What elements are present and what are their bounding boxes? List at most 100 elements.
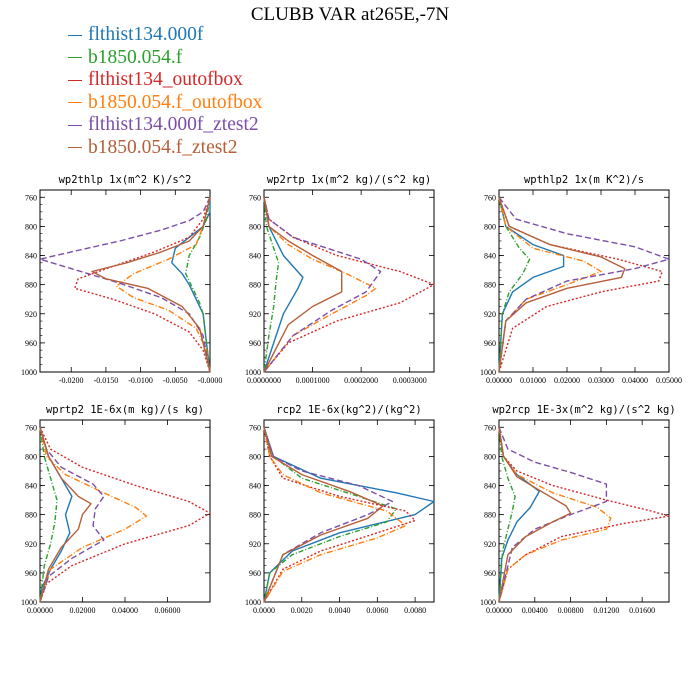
- series-line: [498, 197, 565, 373]
- y-tick-label: 1000: [245, 368, 261, 377]
- series-line: [263, 427, 407, 603]
- y-tick-label: 840: [249, 482, 261, 491]
- series-line: [498, 427, 612, 603]
- plot-title: wpthlp2 1x(m K^2)/s: [524, 174, 644, 186]
- legend-item: flthist134.000f_ztest2: [68, 114, 262, 137]
- chart-title: CLUBB VAR at265E,-7N: [250, 4, 450, 25]
- x-tick-label: -0.0050: [163, 376, 188, 385]
- legend-label: flthist134_outofbox: [88, 69, 243, 91]
- plot-frame: [39, 419, 211, 603]
- x-tick-label: 0.03000: [588, 376, 614, 385]
- series-line: [498, 427, 572, 603]
- legend-line: [68, 34, 82, 36]
- y-tick-label: 760: [484, 193, 496, 202]
- series-line: [39, 427, 92, 603]
- y-tick-label: 920: [484, 310, 496, 319]
- x-tick-label: 0.0020: [291, 606, 313, 615]
- plot-title: wp2rtp 1x(m^2 kg)/(s^2 kg): [267, 174, 431, 186]
- x-tick-label: 0.04000: [622, 376, 648, 385]
- y-tick-label: 760: [249, 423, 261, 432]
- x-tick-label: 0.0001000: [296, 376, 330, 385]
- legend-line: [68, 102, 82, 104]
- x-tick-label: 0.00000: [486, 606, 512, 615]
- y-tick-label: 960: [484, 569, 496, 578]
- series-line: [73, 197, 211, 373]
- series-line: [498, 427, 608, 603]
- y-tick-label: 800: [249, 452, 261, 461]
- legend-item: b1850.054.f: [68, 47, 262, 70]
- series-line: [39, 426, 211, 603]
- series-line: [39, 427, 58, 603]
- legend: flthist134.000f b1850.054.f flthist134_o…: [68, 24, 262, 159]
- x-tick-label: 0.01200: [593, 606, 619, 615]
- legend-item: flthist134.000f: [68, 24, 262, 47]
- plot-title: rcp2 1E-6x(kg^2)/(kg^2): [276, 404, 421, 416]
- series-line: [263, 427, 416, 603]
- y-tick-label: 840: [25, 252, 37, 261]
- x-tick-label: 0.00000: [486, 376, 512, 385]
- y-tick-label: 960: [249, 569, 261, 578]
- series-line: [263, 197, 304, 373]
- y-tick-label: 880: [484, 511, 496, 520]
- y-tick-label: 840: [484, 252, 496, 261]
- legend-label: b1850.054.f_outofbox: [88, 91, 263, 113]
- y-tick-label: 920: [249, 310, 261, 319]
- x-tick-label: 0.01600: [629, 606, 655, 615]
- series-line: [263, 427, 435, 603]
- y-tick-label: 880: [25, 281, 37, 290]
- y-tick-label: 800: [25, 452, 37, 461]
- x-tick-label: 0.00400: [522, 606, 548, 615]
- x-tick-label: 0.00000: [27, 606, 53, 615]
- plot-title: wp2thlp 1x(m^2 K)/s^2: [59, 174, 192, 186]
- x-tick-label: 0.0060: [366, 606, 388, 615]
- y-tick-label: 960: [484, 339, 496, 348]
- plot-title: wp2rcp 1E-3x(m^2 kg)/(s^2 kg): [492, 404, 675, 416]
- y-tick-label: 760: [25, 193, 37, 202]
- legend-label: b1850.054.f_ztest2: [88, 136, 238, 158]
- x-tick-label: 0.0003000: [393, 376, 427, 385]
- y-tick-label: 880: [249, 281, 261, 290]
- y-tick-label: 880: [484, 281, 496, 290]
- series-line: [263, 197, 382, 373]
- y-tick-label: 800: [484, 222, 496, 231]
- legend-label: flthist134.000f_ztest2: [88, 114, 259, 136]
- y-tick-label: 920: [25, 310, 37, 319]
- x-tick-label: 0.00800: [558, 606, 584, 615]
- y-tick-label: 840: [249, 252, 261, 261]
- legend-label: flthist134.000f: [88, 24, 204, 46]
- series-line: [39, 196, 211, 373]
- x-tick-label: 0.0000000: [247, 376, 281, 385]
- plot-frame: [39, 189, 211, 373]
- y-tick-label: 960: [25, 569, 37, 578]
- legend-label: b1850.054.f: [88, 46, 183, 68]
- legend-line: [68, 124, 82, 126]
- series-line: [263, 197, 280, 373]
- y-tick-label: 920: [484, 540, 496, 549]
- y-tick-label: 920: [25, 540, 37, 549]
- y-tick-label: 760: [484, 423, 496, 432]
- series-line: [498, 427, 516, 603]
- x-tick-label: -0.0200: [59, 376, 84, 385]
- plot-frame: [263, 189, 435, 373]
- x-tick-label: -0.0100: [128, 376, 153, 385]
- y-tick-label: 960: [25, 339, 37, 348]
- series-line: [263, 427, 397, 603]
- y-tick-label: 1000: [21, 368, 37, 377]
- y-tick-label: 800: [25, 222, 37, 231]
- x-tick-label: 0.0080: [404, 606, 426, 615]
- x-tick-label: 0.05000: [656, 376, 682, 385]
- series-line: [498, 197, 531, 373]
- y-tick-label: 800: [249, 222, 261, 231]
- y-tick-label: 1000: [245, 598, 261, 607]
- y-tick-label: 1000: [480, 598, 496, 607]
- y-tick-label: 880: [25, 511, 37, 520]
- plot-frame: [498, 419, 670, 603]
- plot-frame: [498, 189, 670, 373]
- y-tick-label: 960: [249, 339, 261, 348]
- y-tick-label: 760: [25, 423, 37, 432]
- series-line: [184, 197, 211, 373]
- series-line: [263, 197, 435, 373]
- legend-item: flthist134_outofbox: [68, 69, 262, 92]
- legend-line: [68, 147, 82, 149]
